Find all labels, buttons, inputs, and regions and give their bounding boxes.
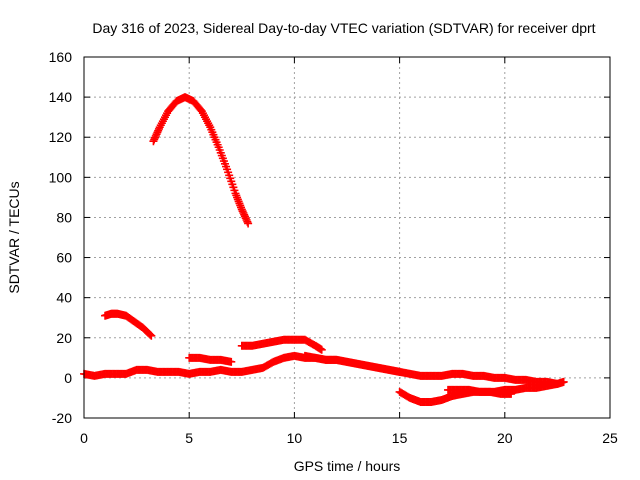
series-arc-4: [185, 353, 236, 366]
y-tick-label: 60: [56, 250, 72, 266]
plot-frame: [83, 56, 611, 419]
y-tick-label: 20: [56, 330, 72, 346]
y-tick-label: 120: [49, 129, 73, 145]
series-arc-8: [443, 385, 516, 398]
data-point: [227, 357, 236, 366]
y-axis-label: SDTVAR / TECUs: [6, 181, 22, 293]
data-point: [244, 219, 253, 228]
data-point: [317, 345, 326, 354]
y-tick-label: -20: [52, 410, 72, 426]
series-arc-1: [149, 93, 253, 228]
data-point: [146, 330, 155, 339]
ticks-layer: 0 5 10 15 20 25 -20 0 20 40 60 80 100 120 140 160: [49, 49, 618, 446]
data-point: [507, 389, 516, 398]
x-tick-label: 0: [80, 430, 88, 446]
chart-title: Day 316 of 2023, Sidereal Day-to-day VTE…: [92, 20, 595, 36]
y-tick-label: 40: [56, 290, 72, 306]
x-tick-label: 10: [287, 430, 303, 446]
x-tick-label: 5: [185, 430, 193, 446]
x-tick-label: 20: [497, 430, 513, 446]
points-layer: [80, 93, 568, 406]
series-arc-5: [237, 335, 326, 354]
y-tick-label: 80: [56, 209, 72, 225]
series-arc-6: [300, 351, 562, 388]
y-tick-label: 160: [49, 49, 73, 65]
x-tick-label: 15: [392, 430, 408, 446]
y-tick-label: 140: [49, 89, 73, 105]
y-tick-label: 100: [49, 169, 73, 185]
data-point: [147, 331, 156, 340]
series-arc-2: [101, 309, 156, 340]
x-tick-label: 25: [602, 430, 618, 446]
x-axis-label: GPS time / hours: [294, 458, 401, 474]
y-tick-label: 0: [64, 370, 72, 386]
data-point: [559, 377, 568, 386]
